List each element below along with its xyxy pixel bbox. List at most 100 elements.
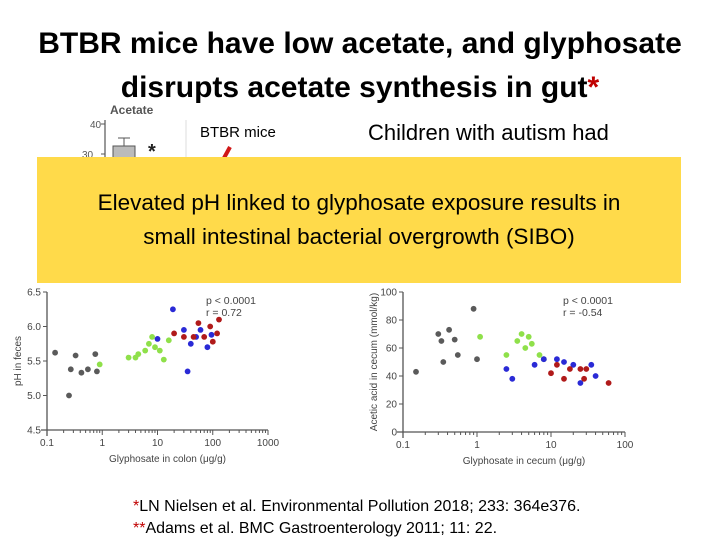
data-point-red	[216, 316, 222, 323]
data-point-gray	[52, 349, 58, 356]
y-tick-label: 6.5	[27, 288, 41, 299]
reference-1: *LN Nielsen et al. Environmental Polluti…	[133, 496, 580, 518]
slide-title: BTBR mice have low acetate, and glyphosa…	[0, 22, 720, 110]
data-point-gray	[72, 352, 79, 359]
data-point-green	[135, 351, 142, 357]
data-point-gray	[440, 359, 447, 365]
data-point-gray	[67, 366, 74, 373]
data-point-blue	[577, 380, 584, 386]
data-point-blue	[187, 340, 194, 347]
data-point-blue	[154, 336, 161, 342]
data-point-red	[554, 361, 560, 368]
data-point-gray	[85, 366, 91, 373]
stat-r-value: r = -0.54	[563, 307, 603, 319]
title-line-2-text: disrupts acetate synthesis in gut	[120, 71, 588, 104]
data-point-gray	[78, 369, 85, 376]
y-tick-label: 60	[386, 344, 398, 355]
data-point-red	[548, 370, 554, 377]
y-tick-label: 20	[386, 400, 398, 411]
btbr-mice-label: BTBR mice	[200, 124, 276, 141]
data-point-red	[209, 338, 216, 345]
data-point-blue	[531, 361, 538, 368]
y-tick-label: 4.5	[27, 426, 41, 437]
data-point-green	[503, 352, 510, 358]
data-point-blue	[170, 306, 176, 313]
x-tick-label: 100	[204, 438, 221, 449]
data-point-green	[146, 340, 152, 347]
x-tick-label: 1000	[257, 438, 280, 449]
data-point-green	[125, 354, 132, 361]
data-point-red	[207, 323, 214, 330]
data-point-red	[567, 366, 573, 372]
reference-1-text: LN Nielsen et al. Environmental Pollutio…	[139, 498, 581, 515]
data-point-blue	[184, 368, 191, 375]
data-point-gray	[92, 351, 99, 357]
y-tick-label: 100	[380, 288, 397, 299]
data-point-green	[525, 333, 532, 340]
title-star: *	[587, 71, 600, 104]
data-point-gray	[94, 368, 100, 375]
data-point-red	[605, 380, 612, 386]
title-line-2: disrupts acetate synthesis in gut*	[0, 66, 720, 110]
data-point-green	[149, 334, 156, 340]
data-point-green	[96, 361, 103, 368]
reference-2: **Adams et al. BMC Gastroenterology 2011…	[133, 518, 580, 540]
stat-p-value: p < 0.0001	[563, 295, 613, 307]
inset-ytick-40: 40	[90, 120, 102, 131]
data-point-blue	[197, 327, 204, 333]
data-point-green	[152, 344, 158, 351]
x-axis-label: Glyphosate in colon (μg/g)	[109, 454, 226, 465]
stat-r-value: r = 0.72	[206, 307, 242, 319]
y-tick-label: 5.0	[27, 391, 41, 402]
stat-p-value: p < 0.0001	[206, 295, 256, 307]
data-point-red	[181, 334, 187, 340]
data-point-red	[171, 330, 178, 337]
x-axis-label: Glyphosate in cecum (μg/g)	[463, 456, 585, 467]
y-axis-label: pH in feces	[13, 336, 24, 386]
x-tick-label: 10	[545, 440, 557, 451]
data-point-red	[581, 375, 587, 382]
acetate-inset: Acetate 40 30 *	[82, 103, 187, 163]
data-point-red	[561, 375, 567, 382]
red-arrow	[222, 146, 232, 159]
data-point-blue	[503, 366, 510, 372]
chart-acetate-vs-glyphosate-cecum: 0 20 40 60 80 100 0.1 1 10 100 Glyphosate in cecum…	[369, 288, 634, 468]
references: *LN Nielsen et al. Environmental Polluti…	[133, 496, 580, 540]
highlight-banner: Elevated pH linked to glyphosate exposur…	[37, 157, 681, 283]
inset-significance-marker: *	[148, 141, 156, 163]
data-point-gray	[454, 352, 461, 358]
data-point-gray	[470, 305, 477, 312]
y-tick-label: 6.0	[27, 322, 41, 333]
data-point-red	[577, 366, 584, 372]
banner-line-2: small intestinal bacterial overgrowth (S…	[143, 224, 575, 249]
y-tick-label: 5.5	[27, 357, 41, 368]
data-point-gray	[451, 336, 458, 343]
data-point-green	[142, 347, 149, 354]
children-autism-text: Children with autism had	[368, 120, 609, 145]
data-point-blue	[208, 331, 215, 338]
data-point-red	[190, 334, 197, 340]
data-point-blue	[588, 361, 595, 368]
banner-line-1: Elevated pH linked to glyphosate exposur…	[97, 190, 621, 215]
data-point-blue	[592, 373, 599, 379]
data-point-green	[528, 340, 535, 347]
y-tick-label: 80	[386, 316, 398, 327]
data-point-red	[214, 330, 221, 337]
x-tick-label: 0.1	[40, 438, 54, 449]
data-point-gray	[435, 331, 442, 337]
reference-1-marker: *	[133, 498, 140, 515]
reference-2-marker: **	[133, 520, 146, 537]
data-point-blue	[561, 359, 567, 365]
data-point-blue	[554, 356, 560, 363]
data-point-green	[165, 337, 172, 344]
data-point-blue	[181, 327, 187, 333]
y-tick-label: 40	[386, 372, 398, 383]
x-tick-label: 0.1	[396, 440, 410, 451]
x-tick-label: 1	[474, 440, 480, 451]
inset-label: Acetate	[110, 103, 154, 117]
y-tick-label: 0	[391, 428, 397, 439]
y-axis-label: Acetic acid in cecum (mmol/kg)	[369, 293, 380, 431]
data-point-green	[477, 333, 483, 340]
x-tick-label: 100	[617, 440, 634, 451]
